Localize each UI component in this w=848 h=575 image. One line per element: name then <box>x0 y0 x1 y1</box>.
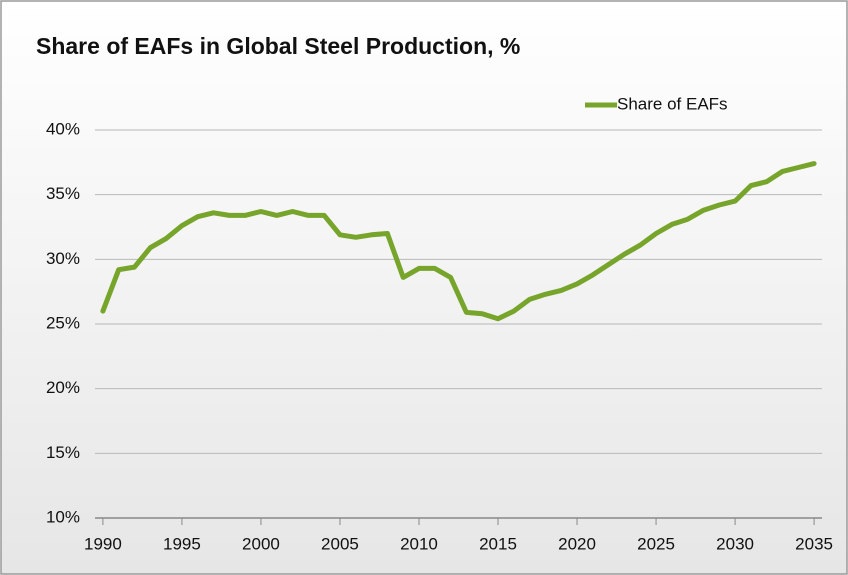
x-tick-label: 2000 <box>242 534 280 553</box>
x-tick-label: 2020 <box>558 534 596 553</box>
legend-label: Share of EAFs <box>617 94 728 113</box>
x-tick-label: 2035 <box>795 534 833 553</box>
x-tick-label: 2025 <box>637 534 675 553</box>
x-tick-label: 2005 <box>321 534 359 553</box>
y-tick-label: 25% <box>46 313 80 332</box>
x-tick-label: 1995 <box>163 534 201 553</box>
y-tick-label: 15% <box>46 443 80 462</box>
x-tick-label: 2015 <box>479 534 517 553</box>
y-tick-label: 30% <box>46 249 80 268</box>
line-series <box>100 161 817 322</box>
y-tick-label: 10% <box>46 507 80 526</box>
y-tick-label: 20% <box>46 378 80 397</box>
y-tick-label: 35% <box>46 184 80 203</box>
chart-title: Share of EAFs in Global Steel Production… <box>36 33 520 59</box>
x-tick-label: 2030 <box>716 534 754 553</box>
x-tick-label: 2010 <box>400 534 438 553</box>
x-tick-label: 1990 <box>84 534 122 553</box>
y-tick-label: 40% <box>46 119 80 138</box>
plot-area: 10% 15% 20% 25% 30% 35% 40% 1990 1995 2000 2005 201… <box>46 94 833 553</box>
